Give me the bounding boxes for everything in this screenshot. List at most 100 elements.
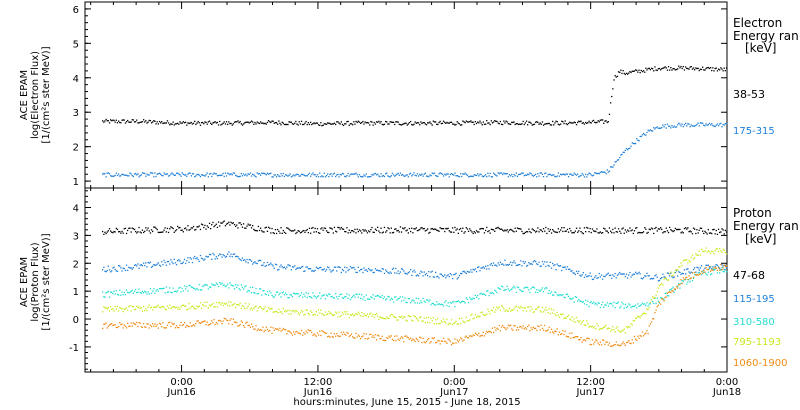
proton-point [689,261,691,263]
proton-point [483,232,486,234]
proton-point [475,230,478,232]
electron-point [256,121,258,123]
proton-point [620,344,622,346]
electron-point [378,175,380,177]
proton-point [246,225,248,227]
electron-point [254,175,256,177]
proton-point [605,341,607,343]
proton-point [474,314,476,316]
proton-point [382,297,384,300]
proton-point [419,272,421,275]
proton-point [557,265,559,267]
proton-point [542,311,545,313]
proton-point [145,291,147,293]
proton-point [628,325,630,328]
electron-point [574,122,576,124]
proton-point [133,264,136,267]
proton-point [235,321,237,323]
proton-point [262,231,264,233]
proton-point [588,275,590,277]
proton-point [148,293,150,295]
electron-point [198,122,200,124]
proton-point [516,286,519,288]
electron-point [708,122,711,124]
proton-point [408,227,411,230]
proton-point [705,267,707,269]
proton-point [698,273,700,275]
proton-point [181,324,183,327]
proton-point [121,323,123,325]
electron-ytick-label: 4 [73,74,79,85]
proton-point [195,289,197,291]
proton-point [180,306,182,308]
electron-point [603,171,605,173]
proton-point [344,230,346,233]
proton-point [296,267,298,269]
electron-point [428,176,430,178]
proton-point [524,286,526,289]
proton-point [256,230,258,232]
electron-point [252,121,254,123]
proton-point [311,331,313,334]
proton-point [423,227,425,230]
electron-point [480,173,482,176]
proton-point [475,316,478,318]
proton-point [542,263,545,265]
proton-point [254,229,256,232]
proton-point [129,325,131,327]
electron-point [656,126,658,128]
proton-point [237,284,239,286]
proton-point [588,305,590,308]
proton-point [252,225,254,227]
proton-point [158,264,161,266]
proton-point [413,228,415,230]
electron-point [477,173,479,175]
proton-point [219,225,221,227]
proton-point [456,339,458,341]
electron-point [333,172,336,174]
proton-point [257,307,259,309]
proton-point [708,267,711,269]
proton-point [432,276,434,278]
electron-point [104,120,106,122]
proton-point [485,265,487,267]
proton-point [648,275,650,277]
proton-point [579,300,581,302]
electron-point [371,173,373,176]
proton-point [353,231,355,233]
proton-point [303,229,305,232]
proton-point [314,334,316,336]
proton-point [261,329,263,331]
electron-point [447,122,449,124]
proton-point [674,289,676,291]
electron-point [724,70,726,72]
electron-point [290,176,292,178]
electron-point [715,67,717,69]
proton-point [171,306,173,308]
proton-point [254,261,256,263]
proton-point [131,227,133,229]
electron-point [125,121,128,123]
proton-point [265,226,267,228]
electron-point [627,149,629,151]
proton-point [122,294,124,296]
proton-legend-title-2: Energy ran [733,219,799,233]
proton-point [297,267,299,269]
proton-point [685,259,687,261]
electron-point [288,121,290,123]
proton-point [723,271,725,273]
electron-point [449,121,451,123]
proton-point [416,274,419,276]
proton-point [624,275,626,278]
proton-point [246,321,248,323]
electron-point [717,68,720,70]
proton-point [386,316,388,318]
proton-point [307,292,309,295]
electron-point [152,172,154,174]
electron-point [366,122,369,124]
proton-point [580,275,582,277]
proton-point [435,271,437,274]
proton-point [394,335,396,337]
proton-point [546,287,548,289]
electron-point [494,120,496,122]
